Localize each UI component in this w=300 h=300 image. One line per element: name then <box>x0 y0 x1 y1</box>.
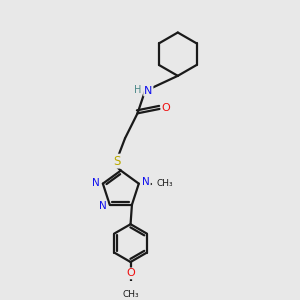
Text: O: O <box>126 268 135 278</box>
Text: S: S <box>113 154 120 168</box>
Text: H: H <box>134 85 141 95</box>
Text: N: N <box>142 177 150 187</box>
Text: N: N <box>99 201 106 211</box>
Text: CH₃: CH₃ <box>122 290 139 299</box>
Text: O: O <box>161 103 170 113</box>
Text: N: N <box>92 178 100 188</box>
Text: N: N <box>144 85 152 96</box>
Text: CH₃: CH₃ <box>156 179 173 188</box>
